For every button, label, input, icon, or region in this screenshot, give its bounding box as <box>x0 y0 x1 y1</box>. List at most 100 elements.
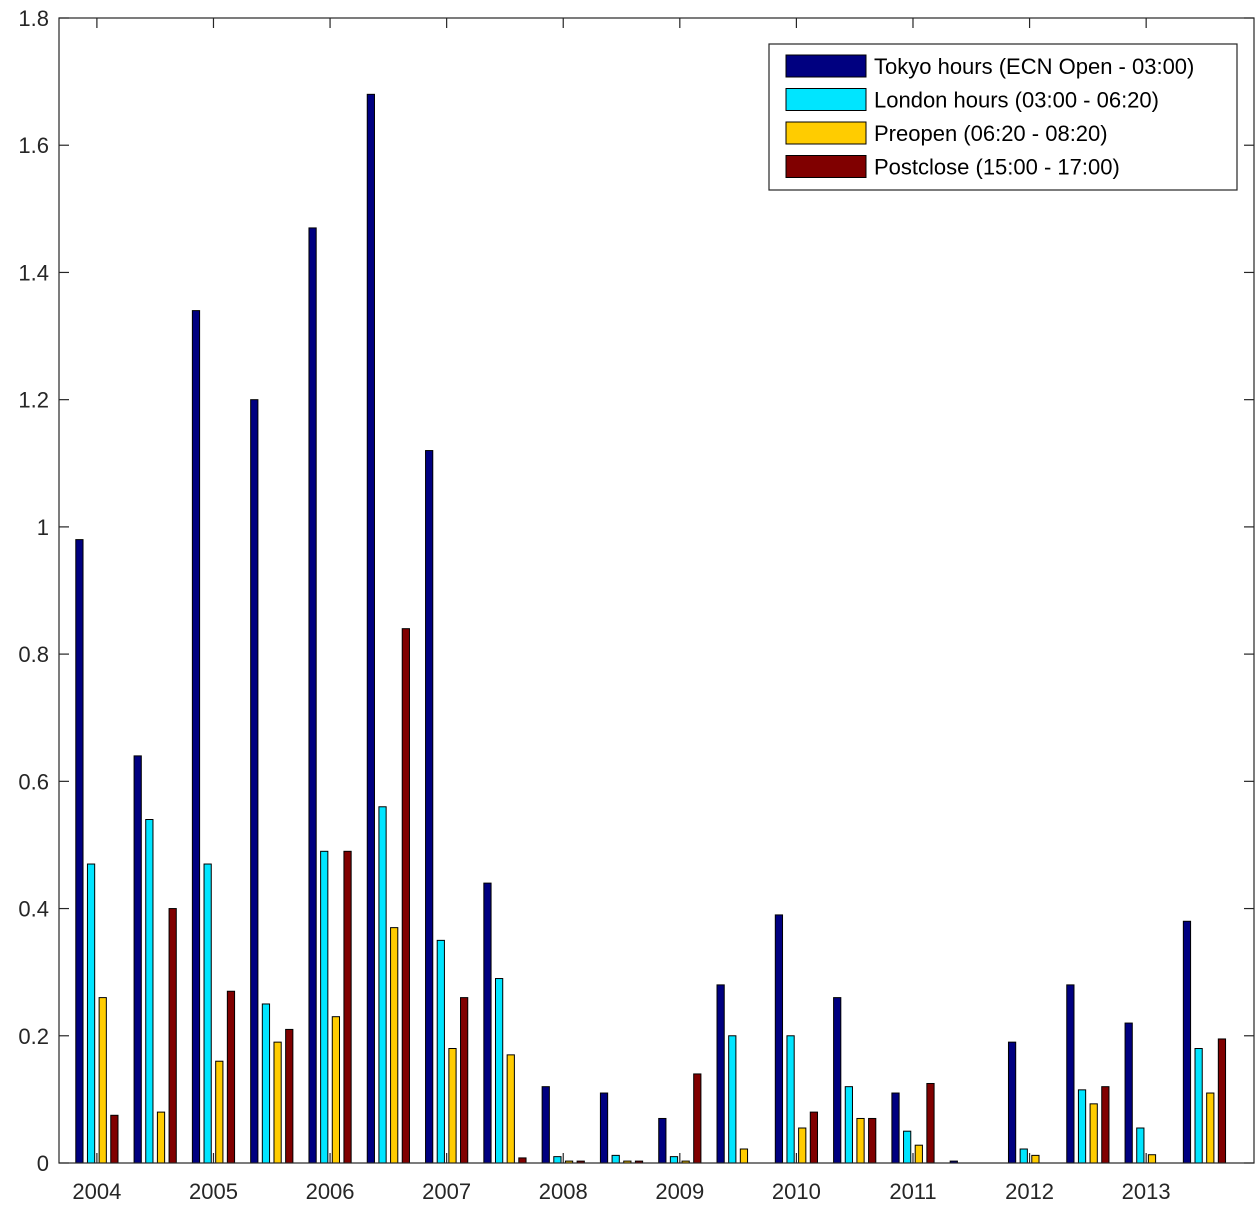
bar-series-4-group-20 <box>1217 1038 1227 1164</box>
bar-series-4-group-6 <box>401 628 410 1164</box>
legend-label-3: Preopen (06:20 - 08:20) <box>874 121 1108 146</box>
y-tick-label: 0.6 <box>18 769 49 794</box>
y-tick-label: 1.4 <box>18 260 49 285</box>
bar-series-2-group-4 <box>261 1003 271 1164</box>
legend-swatch-2 <box>785 88 867 111</box>
bar-series-3-group-12 <box>739 1148 749 1164</box>
bar-series-2-group-8 <box>495 978 504 1164</box>
bar-series-1-group-12 <box>716 984 725 1164</box>
bar-series-2-group-15 <box>903 1130 912 1164</box>
bar-series-3-group-4 <box>273 1041 282 1164</box>
bar-series-2-group-2 <box>145 819 154 1164</box>
bar-series-1-group-11 <box>658 1117 667 1164</box>
bar-series-2-group-19 <box>1136 1127 1145 1164</box>
bar-series-4-group-2 <box>168 908 177 1164</box>
bar-series-1-group-20 <box>1182 920 1192 1164</box>
x-tick-label: 2009 <box>655 1179 704 1204</box>
bar-series-4-group-8 <box>518 1157 527 1164</box>
bar-series-1-group-9 <box>541 1086 550 1164</box>
bar-series-2-group-20 <box>1194 1048 1203 1164</box>
legend: Tokyo hours (ECN Open - 03:00) London hou… <box>768 43 1238 191</box>
bar-series-1-group-19 <box>1124 1022 1133 1164</box>
bar-series-3-group-15 <box>914 1144 923 1164</box>
bar-series-1-group-17 <box>1007 1041 1017 1164</box>
y-tick-label: 1 <box>37 515 49 540</box>
bar-series-1-group-1 <box>75 539 84 1164</box>
x-tick-label: 2008 <box>539 1179 588 1204</box>
bar-series-3-group-13 <box>798 1127 807 1164</box>
legend-label-2: London hours (03:00 - 06:20) <box>874 88 1159 113</box>
bar-series-3-group-3 <box>215 1060 224 1164</box>
legend-swatch-3 <box>785 121 867 145</box>
bar-series-1-group-13 <box>774 914 784 1164</box>
bar-series-1-group-18 <box>1066 984 1075 1164</box>
bar-series-3-group-19 <box>1147 1154 1157 1164</box>
bar-series-2-group-17 <box>1019 1148 1028 1164</box>
bar-series-1-group-2 <box>133 755 142 1164</box>
bar-series-4-group-13 <box>809 1111 819 1164</box>
bar-series-4-group-14 <box>868 1117 877 1164</box>
bar-series-4-group-7 <box>460 997 469 1164</box>
y-tick-label: 1.8 <box>18 6 49 31</box>
y-tick-label: 0 <box>37 1151 49 1176</box>
x-tick-label: 2005 <box>189 1179 238 1204</box>
bar-series-1-group-8 <box>483 882 492 1164</box>
bar-series-1-group-3 <box>191 310 201 1164</box>
bar-series-4-group-11 <box>693 1073 702 1164</box>
y-tick-label: 0.8 <box>18 642 49 667</box>
bar-series-1-group-10 <box>599 1092 609 1164</box>
bar-series-2-group-3 <box>203 863 212 1164</box>
bar-series-3-group-14 <box>856 1117 865 1164</box>
y-tick-label: 1.2 <box>18 388 49 413</box>
bar-series-1-group-5 <box>308 227 317 1164</box>
y-tick-label: 1.6 <box>18 133 49 158</box>
x-tick-label: 2004 <box>72 1179 121 1204</box>
bar-series-2-group-18 <box>1077 1089 1087 1164</box>
x-tick-label: 2011 <box>889 1179 936 1204</box>
bar-series-3-group-8 <box>506 1054 515 1164</box>
tick-layer: 0 0.2 0.4 0.6 0.8 1 1.2 1.4 1.6 1.8 2004 2005 2006 20… <box>18 6 1254 1204</box>
bar-series-1-group-6 <box>366 93 375 1164</box>
bar-series-2-group-9 <box>553 1156 562 1164</box>
bar-series-2-group-5 <box>320 850 329 1164</box>
bar-series-4-group-15 <box>926 1082 935 1164</box>
bar-series-1-group-15 <box>891 1092 900 1164</box>
bar-series-4-group-3 <box>226 990 236 1164</box>
bar-series-2-group-11 <box>669 1156 679 1164</box>
bar-series-2-group-6 <box>378 806 387 1164</box>
bar-series-2-group-1 <box>86 863 96 1164</box>
bar-series-4-group-4 <box>285 1028 294 1164</box>
bar-series-3-group-20 <box>1206 1092 1215 1164</box>
x-tick-label: 2010 <box>772 1179 821 1204</box>
bar-series-4-group-1 <box>110 1114 119 1164</box>
bar-series-3-group-18 <box>1089 1103 1098 1164</box>
bar-series-4-group-5 <box>343 850 352 1164</box>
legend-label-4: Postclose (15:00 - 17:00) <box>874 155 1120 180</box>
bar-series-1-group-14 <box>833 997 842 1164</box>
bar-series-3-group-7 <box>448 1048 457 1164</box>
bar-series-4-group-18 <box>1101 1086 1110 1164</box>
legend-label-1: Tokyo hours (ECN Open - 03:00) <box>874 54 1194 79</box>
bar-series-3-group-6 <box>390 927 399 1164</box>
x-tick-label: 2006 <box>306 1179 355 1204</box>
y-tick-label: 0.4 <box>18 897 49 922</box>
bar-series-2-group-13 <box>786 1035 795 1164</box>
x-tick-label: 2012 <box>1005 1179 1054 1204</box>
legend-swatch-4 <box>785 155 867 178</box>
bar-series-3-group-17 <box>1031 1154 1040 1164</box>
bar-series-3-group-2 <box>156 1111 166 1164</box>
bar-series-1-group-7 <box>425 450 434 1164</box>
bar-series-2-group-7 <box>436 939 445 1164</box>
y-tick-label: 0.2 <box>18 1024 49 1049</box>
bar-series-2-group-10 <box>611 1154 620 1164</box>
legend-swatch-1 <box>785 54 867 78</box>
x-tick-label: 2013 <box>1122 1179 1171 1204</box>
axes-box <box>58 17 1255 1164</box>
bar-series-2-group-14 <box>844 1086 853 1164</box>
bar-series-1-group-4 <box>250 399 259 1164</box>
bar-series-3-group-5 <box>331 1016 341 1164</box>
bar-series-3-group-1 <box>98 997 107 1164</box>
x-tick-label: 2007 <box>422 1179 471 1204</box>
bar-series-2-group-12 <box>728 1035 737 1164</box>
